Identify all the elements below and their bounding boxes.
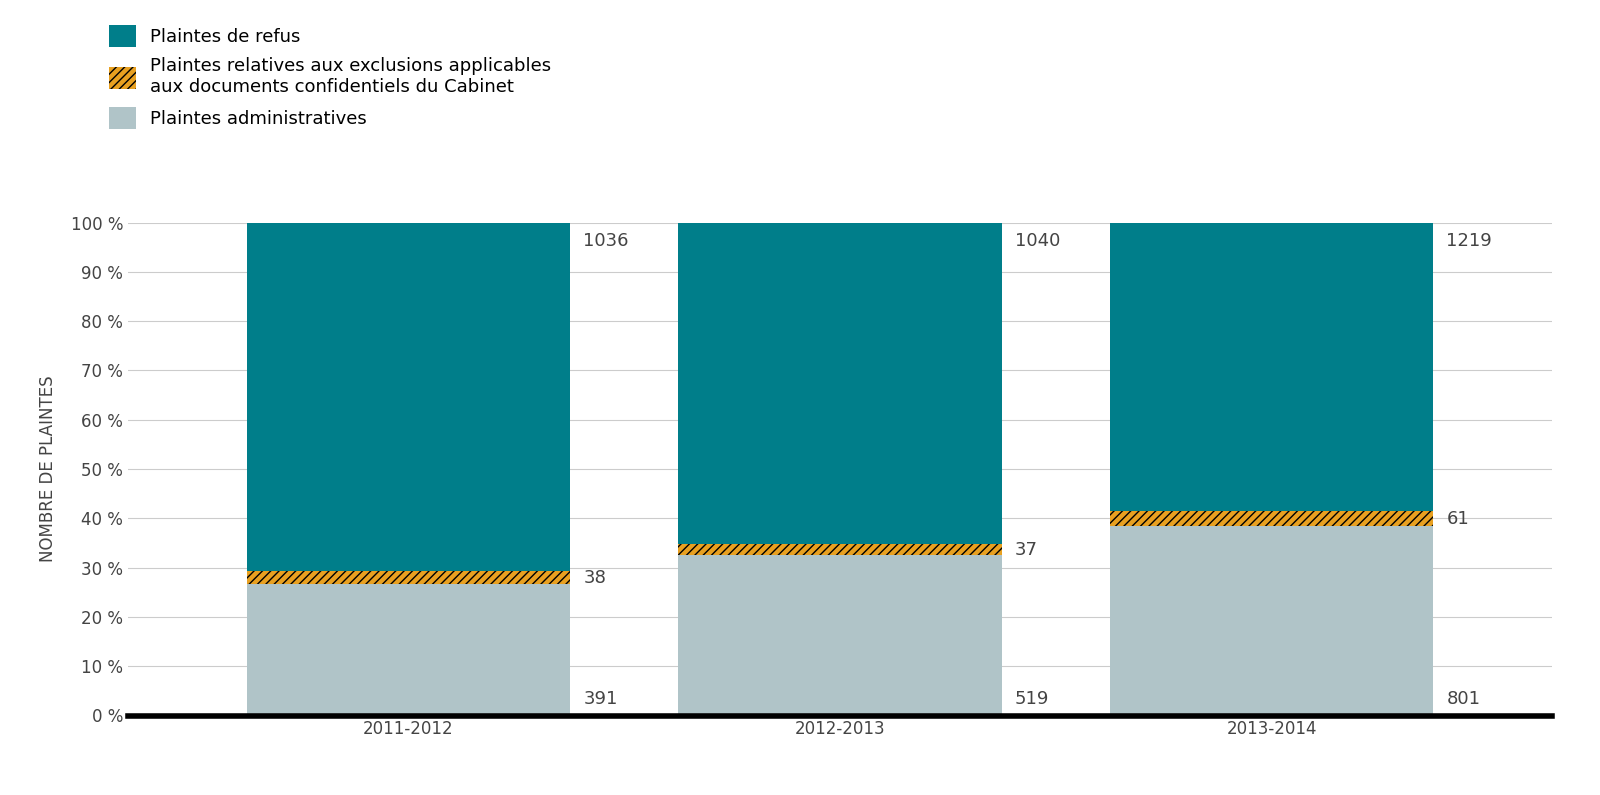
Text: 519: 519 bbox=[1014, 690, 1050, 708]
Bar bbox=[1110, 223, 1434, 511]
Bar bbox=[246, 571, 570, 584]
Bar bbox=[678, 223, 1002, 544]
Bar bbox=[678, 544, 1002, 555]
Bar bbox=[246, 584, 570, 716]
Text: 801: 801 bbox=[1446, 690, 1480, 708]
Text: 37: 37 bbox=[1014, 541, 1038, 559]
Bar bbox=[678, 555, 1002, 716]
Y-axis label: NOMBRE DE PLAINTES: NOMBRE DE PLAINTES bbox=[38, 376, 56, 562]
Text: 1219: 1219 bbox=[1446, 232, 1493, 250]
Legend: Plaintes de refus, Plaintes relatives aux exclusions applicables
aux documents c: Plaintes de refus, Plaintes relatives au… bbox=[109, 25, 552, 129]
Bar bbox=[246, 223, 570, 571]
Bar bbox=[1110, 511, 1434, 525]
Bar bbox=[1110, 525, 1434, 716]
Text: 38: 38 bbox=[584, 568, 606, 587]
Text: 1040: 1040 bbox=[1014, 232, 1061, 250]
Text: 1036: 1036 bbox=[584, 232, 629, 250]
Text: 61: 61 bbox=[1446, 510, 1469, 528]
Text: 391: 391 bbox=[584, 690, 618, 708]
